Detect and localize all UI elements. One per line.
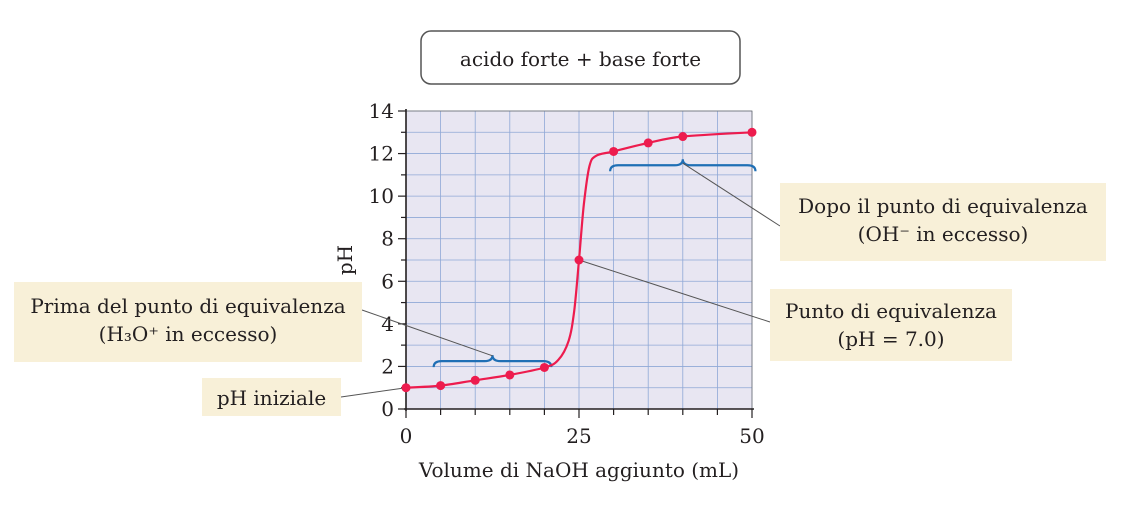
chart-title: acido forte + base forte: [460, 47, 701, 71]
callout-initial-ph-text: pH iniziale: [217, 386, 326, 410]
y-tick-label: 2: [381, 354, 394, 378]
y-tick-label: 12: [369, 142, 394, 166]
data-point: [643, 138, 653, 148]
callout-equivalence-point-line1: Punto di equivalenza: [785, 299, 997, 323]
data-point: [747, 127, 757, 137]
y-tick-label: 6: [381, 269, 394, 293]
brace-after-equivalence: [609, 159, 757, 172]
y-axis-ticks: 0 2 4 6 8 10 12 14: [369, 99, 406, 421]
leader-equivalence-point: [578, 259, 771, 323]
titration-curve: [405, 131, 753, 389]
data-point: [505, 370, 515, 380]
data-point: [678, 132, 688, 142]
leader-before-equivalence: [361, 309, 493, 357]
y-tick-label: 4: [381, 312, 394, 336]
callout-before-equivalence-line1: Prima del punto di equivalenza: [30, 294, 345, 318]
callout-before-equivalence-box: [14, 282, 362, 362]
x-axis-ticks: 0 25 50: [400, 409, 765, 448]
callout-equivalence-point-box: [770, 289, 1012, 361]
data-point: [436, 381, 446, 391]
x-tick-label: 25: [566, 424, 591, 448]
leader-lines: [340, 162, 781, 398]
leader-after-equivalence: [682, 162, 781, 227]
data-point: [539, 362, 549, 372]
callout-after-equivalence-line1: Dopo il punto di equivalenza: [798, 194, 1088, 218]
x-axis-label: Volume di NaOH aggiunto (mL): [418, 458, 739, 482]
data-point: [609, 146, 619, 156]
data-point: [574, 255, 584, 265]
data-points: [401, 127, 757, 393]
y-tick-label: 14: [369, 99, 394, 123]
title-box: [420, 30, 741, 85]
y-tick-label: 8: [381, 227, 394, 251]
y-axis-label: pH: [333, 245, 357, 275]
data-point: [401, 383, 411, 393]
callout-before-equivalence-line2: (H₃O⁺ in eccesso): [99, 322, 278, 346]
leader-initial-ph: [340, 387, 407, 398]
data-point: [470, 375, 480, 385]
x-tick-label: 0: [400, 424, 413, 448]
callout-after-equivalence-box: [780, 183, 1106, 261]
y-tick-label: 10: [369, 184, 394, 208]
callout-after-equivalence-line2: (OH⁻ in eccesso): [858, 222, 1029, 246]
callout-equivalence-point-line2: (pH = 7.0): [837, 327, 944, 351]
x-tick-label: 50: [739, 424, 764, 448]
callout-initial-ph-box: [202, 378, 341, 416]
y-tick-label: 0: [381, 397, 394, 421]
